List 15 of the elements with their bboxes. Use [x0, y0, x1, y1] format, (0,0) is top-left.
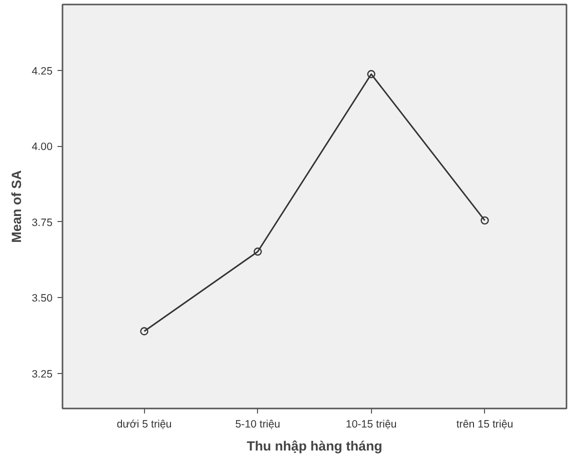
- y-axis-title: Mean of SA: [8, 170, 24, 243]
- y-tick-label: 3.75: [32, 216, 53, 229]
- y-tick-label: 3.50: [32, 292, 53, 305]
- y-tick-label: 4.00: [32, 141, 53, 154]
- x-tick-label: trên 15 triệu: [456, 418, 514, 430]
- x-axis-title: Thu nhập hàng tháng: [246, 438, 382, 454]
- x-tick-label: 5-10 triệu: [235, 418, 280, 430]
- point: [140, 327, 148, 336]
- y-tick-label: 4.25: [32, 66, 53, 78]
- y-tick-label: 3.25: [32, 368, 53, 380]
- x-tick-label: 10-15 triệu: [346, 418, 397, 430]
- point: [367, 70, 376, 78]
- x-tick-label: dưới 5 triệu: [116, 418, 172, 430]
- point: [254, 248, 262, 256]
- point: [480, 216, 489, 225]
